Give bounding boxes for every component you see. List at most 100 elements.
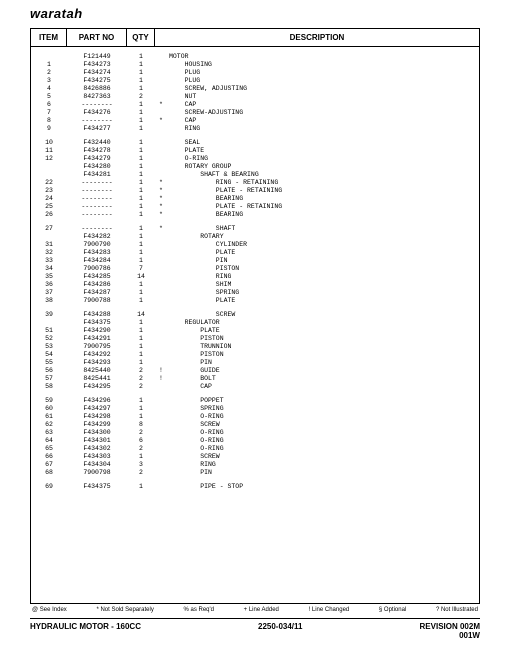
table-row: 25--------1* PLATE - RETAINING (31, 203, 479, 211)
table-row: 59F4342961 POPPET (31, 397, 479, 405)
cell-desc: NUT (167, 93, 479, 101)
cell-item: 64 (31, 437, 67, 445)
cell-item: 31 (31, 241, 67, 249)
cell-part: F121449 (67, 53, 127, 61)
cell-qty: 1 (127, 77, 155, 85)
col-header-qty: QTY (127, 29, 155, 46)
cell-desc: RING (167, 273, 479, 281)
cell-mark (155, 69, 167, 77)
cell-part: -------- (67, 225, 127, 233)
cell-desc: PIN (167, 359, 479, 367)
cell-mark (155, 53, 167, 61)
cell-mark (155, 109, 167, 117)
cell-qty: 2 (127, 93, 155, 101)
cell-mark (155, 413, 167, 421)
cell-qty: 1 (127, 53, 155, 61)
cell-part: -------- (67, 101, 127, 109)
cell-qty: 1 (127, 359, 155, 367)
table-row: 37F4342871 SPRING (31, 289, 479, 297)
cell-part: -------- (67, 211, 127, 219)
cell-mark (155, 319, 167, 327)
table-row: 12F4342791 O-RING (31, 155, 479, 163)
cell-item (31, 233, 67, 241)
legend-item: @ See Index (32, 607, 67, 613)
cell-mark: * (155, 179, 167, 187)
cell-desc: RING (167, 125, 479, 133)
cell-qty: 8 (127, 421, 155, 429)
cell-qty: 1 (127, 147, 155, 155)
cell-mark (155, 171, 167, 179)
cell-qty: 1 (127, 203, 155, 211)
cell-item: 62 (31, 421, 67, 429)
cell-mark: * (155, 101, 167, 109)
legend-item: ! Line Changed (309, 607, 350, 613)
cell-desc: SPRING (167, 405, 479, 413)
cell-qty: 1 (127, 281, 155, 289)
cell-desc: O-RING (167, 437, 479, 445)
cell-qty: 1 (127, 195, 155, 203)
cell-mark (155, 273, 167, 281)
cell-item: 25 (31, 203, 67, 211)
cell-desc: O-RING (167, 429, 479, 437)
cell-desc: BOLT (167, 375, 479, 383)
table-row: 26--------1* BEARING (31, 211, 479, 219)
col-header-desc: DESCRIPTION (155, 29, 479, 46)
cell-qty: 1 (127, 233, 155, 241)
table-row: 64F4343016 O-RING (31, 437, 479, 445)
cell-qty: 1 (127, 453, 155, 461)
table-row: 32F4342831 PLATE (31, 249, 479, 257)
cell-item: 56 (31, 367, 67, 375)
cell-mark (155, 265, 167, 273)
table-row: 36F4342861 SHIM (31, 281, 479, 289)
cell-mark (155, 359, 167, 367)
cell-qty: 1 (127, 413, 155, 421)
cell-item: 12 (31, 155, 67, 163)
cell-part: -------- (67, 187, 127, 195)
cell-part: F434276 (67, 109, 127, 117)
cell-qty: 1 (127, 289, 155, 297)
table-row: 51F4342901 PLATE (31, 327, 479, 335)
cell-item: 35 (31, 273, 67, 281)
cell-mark (155, 77, 167, 85)
table-row: 23--------1* PLATE - RETAINING (31, 187, 479, 195)
cell-desc: SCREW (167, 421, 479, 429)
cell-part: F434274 (67, 69, 127, 77)
cell-desc: PLATE (167, 249, 479, 257)
cell-part: F434304 (67, 461, 127, 469)
cell-part: F434278 (67, 147, 127, 155)
cell-desc: MOTOR (167, 53, 479, 61)
cell-mark (155, 85, 167, 93)
cell-mark (155, 163, 167, 171)
table-row: 3179007901 CYLINDER (31, 241, 479, 249)
cell-item: 34 (31, 265, 67, 273)
cell-part: F434299 (67, 421, 127, 429)
cell-item: 63 (31, 429, 67, 437)
cell-item: 9 (31, 125, 67, 133)
cell-qty: 1 (127, 179, 155, 187)
cell-qty: 1 (127, 297, 155, 305)
table-row: 39F43428814 SCREW (31, 311, 479, 319)
table-row: 22--------1* RING - RETAINING (31, 179, 479, 187)
cell-item: 7 (31, 109, 67, 117)
footer-rev-line1: REVISION 002M (420, 622, 480, 631)
cell-item: 37 (31, 289, 67, 297)
cell-item: 67 (31, 461, 67, 469)
cell-part: F434302 (67, 445, 127, 453)
cell-qty: 6 (127, 437, 155, 445)
cell-item: 66 (31, 453, 67, 461)
cell-qty: 2 (127, 367, 155, 375)
cell-mark (155, 405, 167, 413)
page-footer: HYDRAULIC MOTOR - 160CC 2250-034/11 REVI… (30, 618, 480, 640)
cell-item: 24 (31, 195, 67, 203)
table-row: 65F4343022 O-RING (31, 445, 479, 453)
cell-part: F434295 (67, 383, 127, 391)
cell-desc: ROTARY (167, 233, 479, 241)
footer-revision: REVISION 002M 001W (420, 622, 480, 640)
cell-qty: 2 (127, 429, 155, 437)
cell-mark (155, 233, 167, 241)
cell-item: 51 (31, 327, 67, 335)
cell-part: 7900795 (67, 343, 127, 351)
cell-desc: PISTON (167, 351, 479, 359)
col-header-part: PART NO (67, 29, 127, 46)
cell-qty: 1 (127, 85, 155, 93)
